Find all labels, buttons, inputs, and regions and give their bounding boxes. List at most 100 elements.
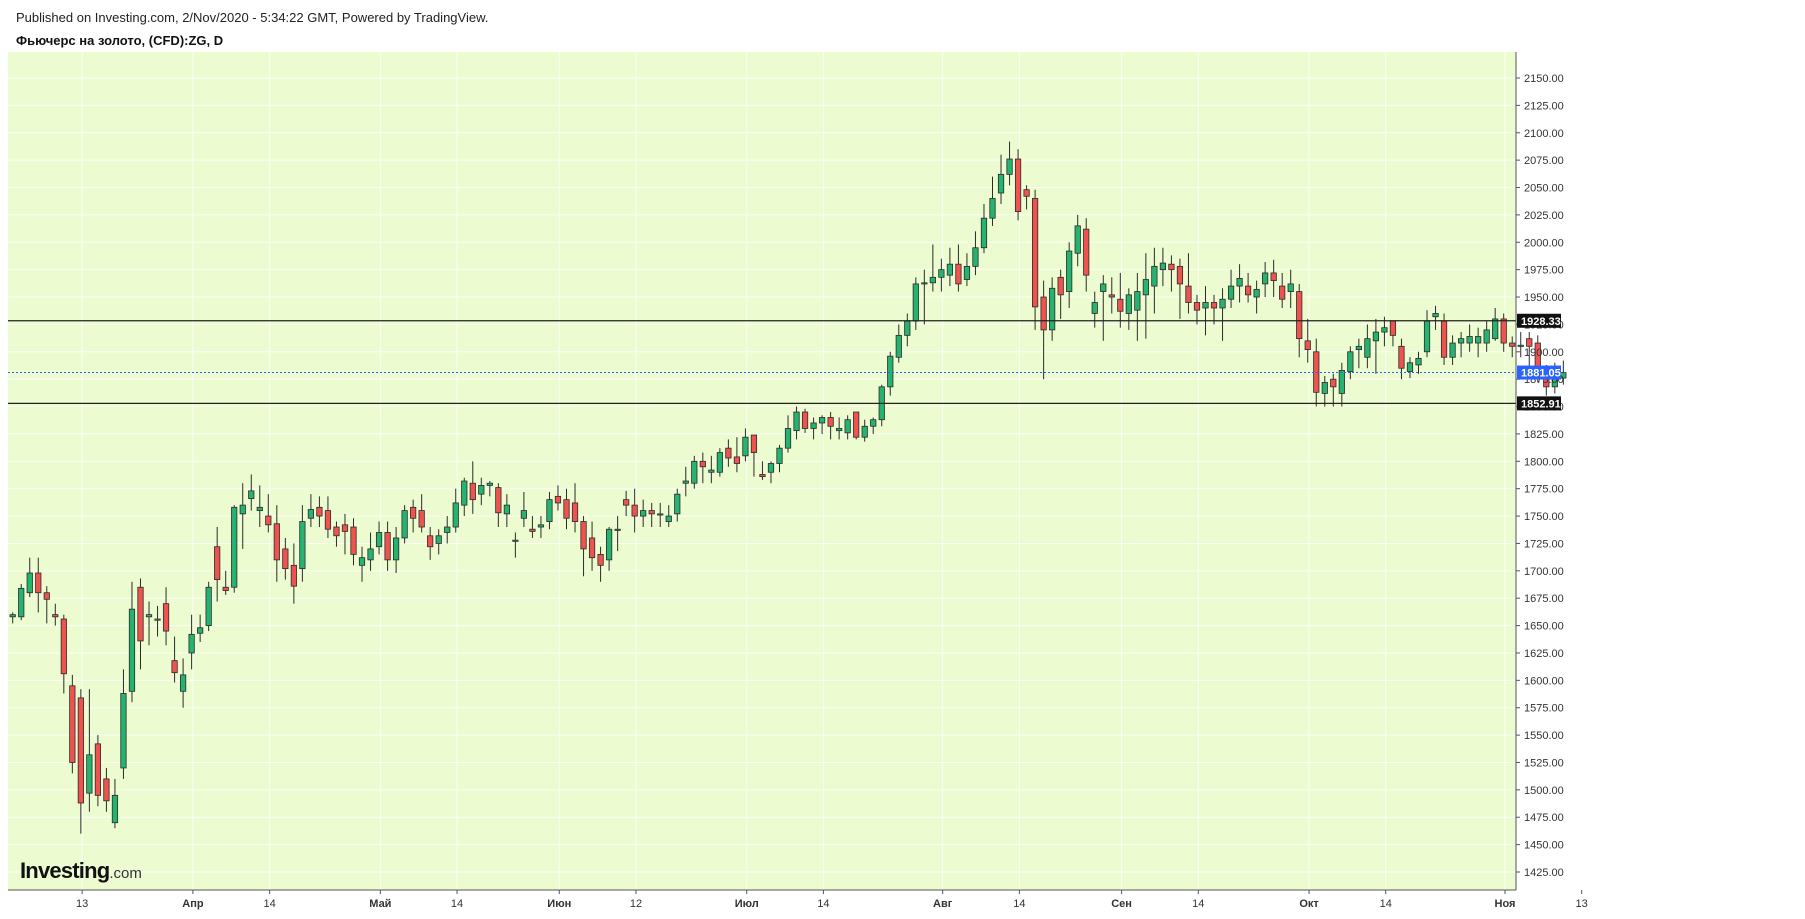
candle-body [1287,283,1294,292]
candle-body [904,320,911,336]
candle-body [469,482,476,501]
candle-body [1236,278,1243,287]
price-tick-label: 2075.00 [1524,155,1564,167]
candle-body [1032,198,1039,308]
price-tick-label: 2025.00 [1524,210,1564,222]
candle-body [537,524,545,528]
time-tick-label: Май [369,898,391,910]
candle-body [819,417,826,424]
time-tick-label: 12 [630,898,642,910]
price-tick-label: 1550.00 [1524,730,1564,742]
candle-body [1253,288,1260,298]
candle-body [1245,285,1252,296]
candle-body [495,487,502,514]
price-tick-label: 2150.00 [1524,73,1564,85]
price-tick-label: 1750.00 [1524,511,1564,523]
candle-body [1509,342,1516,347]
price-axis[interactable]: 2150.00 2125.00 2100.00 2075.00 2050.00 2025.… [1516,73,1564,879]
candle-body [1398,345,1405,369]
price-tick-label: 2100.00 [1524,128,1564,140]
candle-body [1040,296,1047,331]
candle-body [520,510,528,519]
candle-body [1023,189,1030,197]
candle-body [759,474,766,478]
candle-body [94,743,101,796]
candle-body [69,685,76,763]
candle-body [231,506,238,588]
candle-body [179,674,187,692]
horizontal-levels [8,320,1516,404]
candle-body [333,526,340,537]
price-tick-label: 2050.00 [1524,183,1564,195]
candle-body [1492,318,1499,340]
time-axis[interactable]: 13 Апр 14 Май 14 Июн 12 Июл 14 Авг 14 Сен 14 Окт 14 Ноя… [76,890,1588,910]
candle-body [401,510,408,539]
time-tick-label: 13 [76,898,88,910]
candle-body [1364,338,1371,358]
price-tick-label: 1575.00 [1524,703,1564,715]
candles-group [9,141,1567,834]
candle-body [35,572,42,594]
candle-body [1279,285,1286,300]
time-tick-label: 14 [451,898,463,910]
candle-body [375,532,383,548]
candle-body [1262,272,1269,285]
current-price-tag [1517,365,1561,380]
candle-body [128,608,136,692]
candle-body [1440,320,1448,358]
candle-body [1483,329,1490,344]
candle-body [1193,302,1201,311]
candle-body [827,417,834,427]
candle-body [1432,313,1439,318]
candle-body [248,490,255,499]
grid-lines [8,52,1583,890]
candle-body [1142,279,1149,296]
candle-body [1338,370,1345,394]
candle-body [444,526,451,533]
time-tick-label: 14 [1013,898,1025,910]
time-tick-label: Ноя [1495,898,1516,910]
candle-body [793,411,800,432]
price-tick-label: 1675.00 [1524,593,1564,605]
candle-body [1066,250,1073,292]
candle-body [1117,298,1124,312]
candle-body [1219,298,1226,309]
candle-body [1330,378,1337,388]
candle-body [427,535,434,548]
candle-body [154,618,161,621]
candle-body [1466,336,1473,344]
candle-body [861,425,868,438]
candle-body [972,247,979,267]
candle-body [588,537,596,559]
symbol-title: Фьючерс на золото, (CFD):ZG, D [16,33,224,48]
candle-body [1475,336,1482,344]
candle-body [1304,340,1311,351]
candle-body [571,502,579,522]
candle-body [529,528,536,532]
candle-body [111,794,119,824]
time-tick-label: 13 [1576,898,1588,910]
time-tick-label: Сен [1111,898,1132,910]
candle-body [290,564,297,587]
candle-body [631,504,638,517]
candle-body [324,510,332,530]
candle-body [503,504,510,515]
candle-body [1014,158,1022,213]
level-price-tag [1517,313,1561,328]
candle-body [767,463,775,473]
candle-body [1500,318,1507,344]
candle-body [307,509,315,519]
candle-body [1389,320,1397,336]
candle-body [1355,345,1362,351]
price-tick-label: 1975.00 [1524,265,1564,277]
price-tick-label: 1475.00 [1524,812,1564,824]
candle-body [580,521,587,550]
candle-body [955,263,962,285]
candle-body [1321,382,1328,394]
candle-body [410,506,417,519]
price-tick-label: 1775.00 [1524,484,1564,496]
candle-body [614,528,621,531]
candle-body [1006,158,1013,175]
candle-body [26,572,33,594]
